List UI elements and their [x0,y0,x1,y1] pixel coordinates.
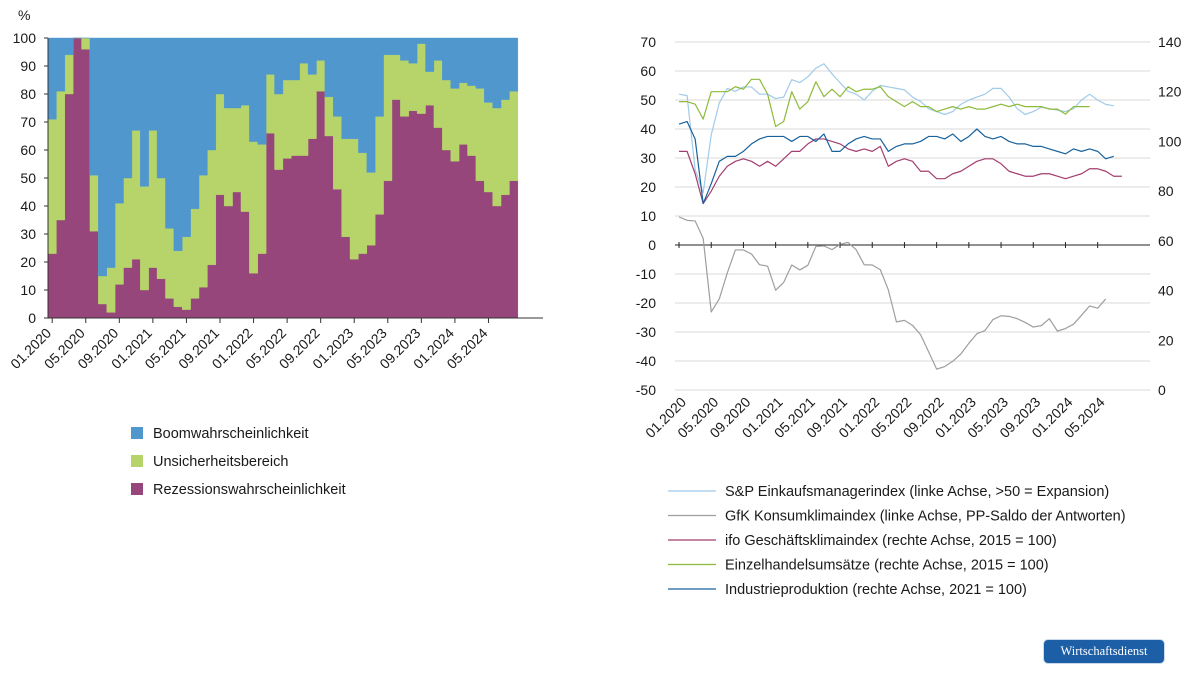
left-y-tick-label: 90 [20,58,36,74]
right-right-axis-label: 60 [1158,233,1174,249]
right-right-axis-label: 40 [1158,283,1174,299]
left-y-tick-label: 100 [13,30,37,46]
right-chart: -50 -40 -30 -20 -10 0 10 20 30 40 50 60 70 0 20 40 60 80 1… [636,34,1182,441]
publisher-badge: Wirtschaftsdienst [1044,640,1164,663]
right-left-axis-label: 70 [640,34,656,50]
right-left-axis-label: 20 [640,179,656,195]
left-y-tick-label: 40 [20,198,36,214]
legend-swatch [131,483,143,495]
right-left-axis-label: 0 [648,237,656,253]
right-left-axis-label: 40 [640,121,656,137]
left-y-tick-label: 80 [20,86,36,102]
right-right-axis-label: 100 [1158,133,1182,149]
legend-label: Einzelhandelsumsätze (rechte Achse, 2015… [725,558,1049,574]
series-line [678,120,1114,205]
right-left-axis-label: -30 [636,324,656,340]
right-right-axis-label: 20 [1158,332,1174,348]
right-legend: S&P Einkaufsmanagerindex (linke Achse, >… [668,484,1126,598]
right-right-axis-label: 140 [1158,34,1182,50]
legend-swatch [131,455,143,467]
left-y-tick-label: 60 [20,142,36,158]
legend-label: Boomwahrscheinlichkeit [153,426,309,442]
legend-label: GfK Konsumklimaindex (linke Achse, PP-Sa… [725,509,1126,525]
left-y-tick-label: 70 [20,114,36,130]
left-legend: Boomwahrscheinlichkeit Unsicherheitsberei… [131,426,346,498]
right-left-axis-label: 30 [640,150,656,166]
left-y-tick-label: 50 [20,170,36,186]
right-left-axis-label: 10 [640,208,656,224]
legend-swatch [131,427,143,439]
area-boomwahrscheinlichkeit [47,37,519,277]
left-y-tick-label: 10 [20,282,36,298]
right-left-axis-label: -10 [636,266,656,282]
right-left-axis-label: -40 [636,353,656,369]
legend-label: Unsicherheitsbereich [153,454,288,470]
left-y-tick-label: 20 [20,254,36,270]
right-right-axis-label: 0 [1158,382,1166,398]
series-line [679,78,1090,128]
right-left-axis-label: 60 [640,63,656,79]
right-right-axis-label: 80 [1158,183,1174,199]
series-line [678,216,1107,370]
legend-label: Rezessionswahrscheinlichkeit [153,482,346,498]
legend-label: Industrieproduktion (rechte Achse, 2021 … [725,582,1027,598]
right-right-axis-label: 120 [1158,84,1182,100]
legend-label: ifo Geschäftsklimaindex (rechte Achse, 2… [725,533,1057,549]
series-line [679,138,1122,205]
left-y-unit-label: % [18,7,30,23]
left-y-tick-label: 0 [28,310,36,326]
right-left-axis-label: -20 [636,295,656,311]
right-left-axis-label: -50 [636,382,656,398]
legend-label: S&P Einkaufsmanagerindex (linke Achse, >… [725,484,1109,500]
left-y-tick-label: 30 [20,226,36,242]
left-chart: 0102030405060708090100%01.202005.202009.… [7,7,543,372]
right-left-axis-label: 50 [640,92,656,108]
